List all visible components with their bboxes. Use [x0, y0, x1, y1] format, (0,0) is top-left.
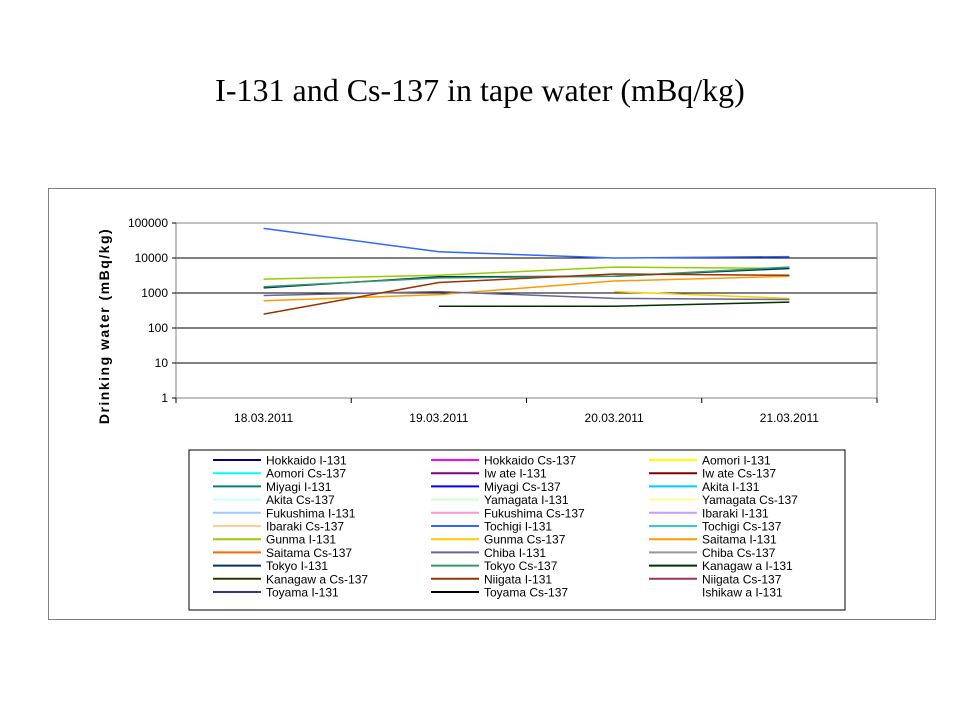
legend-label: Chiba I-131	[484, 546, 546, 560]
legend-item: Saitama I-131	[649, 533, 777, 547]
legend-label: Tochigi I-131	[484, 520, 552, 534]
y-tick-label: 100	[148, 321, 168, 335]
legend-item: Aomori I-131	[649, 454, 771, 468]
legend-label: Tochigi Cs-137	[702, 520, 782, 534]
legend-label: Saitama I-131	[702, 533, 777, 547]
y-tick-label: 1	[161, 391, 168, 405]
legend-item: Toyama Cs-137	[431, 586, 568, 600]
legend-box	[188, 449, 846, 611]
legend-item: Gunma Cs-137	[431, 533, 566, 547]
legend-item: Ibaraki Cs-137	[213, 520, 344, 534]
x-tick-label: 18.03.2011	[234, 411, 293, 425]
legend-item: Aomori Cs-137	[213, 467, 346, 481]
legend-item: Kanagaw a I-131	[649, 559, 793, 573]
legend-item: Chiba I-131	[431, 546, 546, 560]
legend-label: Gunma Cs-137	[484, 533, 566, 547]
legend-item: Niigata Cs-137	[649, 572, 782, 586]
legend-label: Yamagata I-131	[484, 493, 569, 507]
legend-label: Tokyo I-131	[266, 559, 328, 573]
legend-label: Iw ate I-131	[484, 467, 547, 481]
legend-label: Iw ate Cs-137	[702, 467, 776, 481]
legend-item: Chiba Cs-137	[649, 546, 776, 560]
series-line-kanagaw-a-i-131	[438, 301, 790, 307]
chart-frame: 1 10 100 1000 10000 100000 18.03.2011 19.03.20…	[48, 188, 936, 620]
y-axis-ticks: 1 10 100 1000 10000 100000	[128, 216, 176, 405]
series-line-chiba-i-131	[263, 290, 790, 301]
legend-label: Kanagaw a I-131	[702, 559, 793, 573]
legend-item: Tokyo Cs-137	[431, 559, 558, 573]
x-axis-ticks: 18.03.2011 19.03.2011 20.03.2011 21.03.2011	[175, 398, 878, 425]
legend-item: Akita I-131	[649, 480, 760, 494]
legend-item: Toyama I-131	[213, 586, 339, 600]
legend-label: Akita Cs-137	[266, 493, 335, 507]
legend-label: Fukushima Cs-137	[484, 506, 585, 520]
legend-label: Ibaraki Cs-137	[266, 520, 344, 534]
legend-label: Hokkaido Cs-137	[484, 454, 576, 468]
y-axis-label-group: Drinking water (mBq/kg)	[96, 228, 112, 424]
legend-label: Ibaraki I-131	[702, 506, 769, 520]
legend-label: Yamagata Cs-137	[702, 493, 798, 507]
y-tick-label: 10	[155, 356, 169, 370]
legend-label: Toyama I-131	[266, 586, 339, 600]
series-lines	[263, 227, 790, 315]
legend-item: Tochigi I-131	[431, 520, 552, 534]
legend-label: Niigata I-131	[484, 572, 552, 586]
x-tick-label: 20.03.2011	[585, 411, 644, 425]
legend-label: Aomori I-131	[702, 454, 771, 468]
legend-item: Fukushima I-131	[213, 506, 356, 520]
y-tick-label: 100000	[128, 216, 168, 230]
legend-label: Fukushima I-131	[266, 506, 356, 520]
legend-item: Saitama Cs-137	[213, 546, 352, 560]
legend-item: Iw ate Cs-137	[649, 467, 776, 481]
legend-label: Miyagi Cs-137	[484, 480, 561, 494]
y-axis-label: Drinking water (mBq/kg)	[96, 228, 112, 424]
legend-label: Toyama Cs-137	[484, 586, 568, 600]
line-chart: 1 10 100 1000 10000 100000 18.03.2011 19.03.20…	[96, 216, 878, 611]
series-line-gunma-i-131	[263, 266, 790, 280]
legend-item: Hokkaido I-131	[213, 454, 347, 468]
legend-item: Yamagata Cs-137	[649, 493, 798, 507]
legend-item: Niigata I-131	[431, 572, 552, 586]
legend-item: Tokyo I-131	[213, 559, 328, 573]
legend-label: Hokkaido I-131	[266, 454, 347, 468]
legend-item: Kanagaw a Cs-137	[213, 572, 368, 586]
series-line-niigata-i-131	[263, 273, 790, 315]
series-line-gunma-cs-137	[614, 290, 790, 300]
legend-item: Yamagata I-131	[431, 493, 569, 507]
x-tick-label: 21.03.2011	[760, 411, 819, 425]
legend-item: Gunma I-131	[213, 533, 336, 547]
legend: Hokkaido I-131 Hokkaido Cs-137 Aomori I-13…	[188, 449, 846, 611]
series-line-tochigi-i-131	[263, 227, 790, 259]
series-line-tokyo-cs-137	[263, 266, 790, 288]
legend-label: Niigata Cs-137	[702, 572, 782, 586]
legend-item: Iw ate I-131	[431, 467, 547, 481]
legend-item: Fukushima Cs-137	[431, 506, 585, 520]
legend-item: Ishikaw a I-131	[702, 586, 783, 600]
legend-label: Akita I-131	[702, 480, 760, 494]
legend-label: Miyagi I-131	[266, 480, 332, 494]
legend-label: Saitama Cs-137	[266, 546, 352, 560]
legend-label: Kanagaw a Cs-137	[266, 572, 368, 586]
legend-label: Chiba Cs-137	[702, 546, 776, 560]
legend-item: Akita Cs-137	[213, 493, 335, 507]
y-tick-label: 1000	[141, 286, 168, 300]
legend-item: Ibaraki I-131	[649, 506, 769, 520]
legend-item: Tochigi Cs-137	[649, 520, 782, 534]
legend-item: Miyagi I-131	[213, 480, 332, 494]
slide-title: I-131 and Cs-137 in tape water (mBq/kg)	[215, 72, 745, 108]
legend-label: Gunma I-131	[266, 533, 336, 547]
legend-item: Hokkaido Cs-137	[431, 454, 576, 468]
series-line-saitama-i-131	[263, 275, 790, 302]
legend-label: Aomori Cs-137	[266, 467, 346, 481]
legend-item: Miyagi Cs-137	[431, 480, 561, 494]
x-tick-label: 19.03.2011	[409, 411, 468, 425]
y-tick-label: 10000	[135, 251, 169, 265]
legend-label: Tokyo Cs-137	[484, 559, 558, 573]
legend-label: Ishikaw a I-131	[702, 586, 783, 600]
